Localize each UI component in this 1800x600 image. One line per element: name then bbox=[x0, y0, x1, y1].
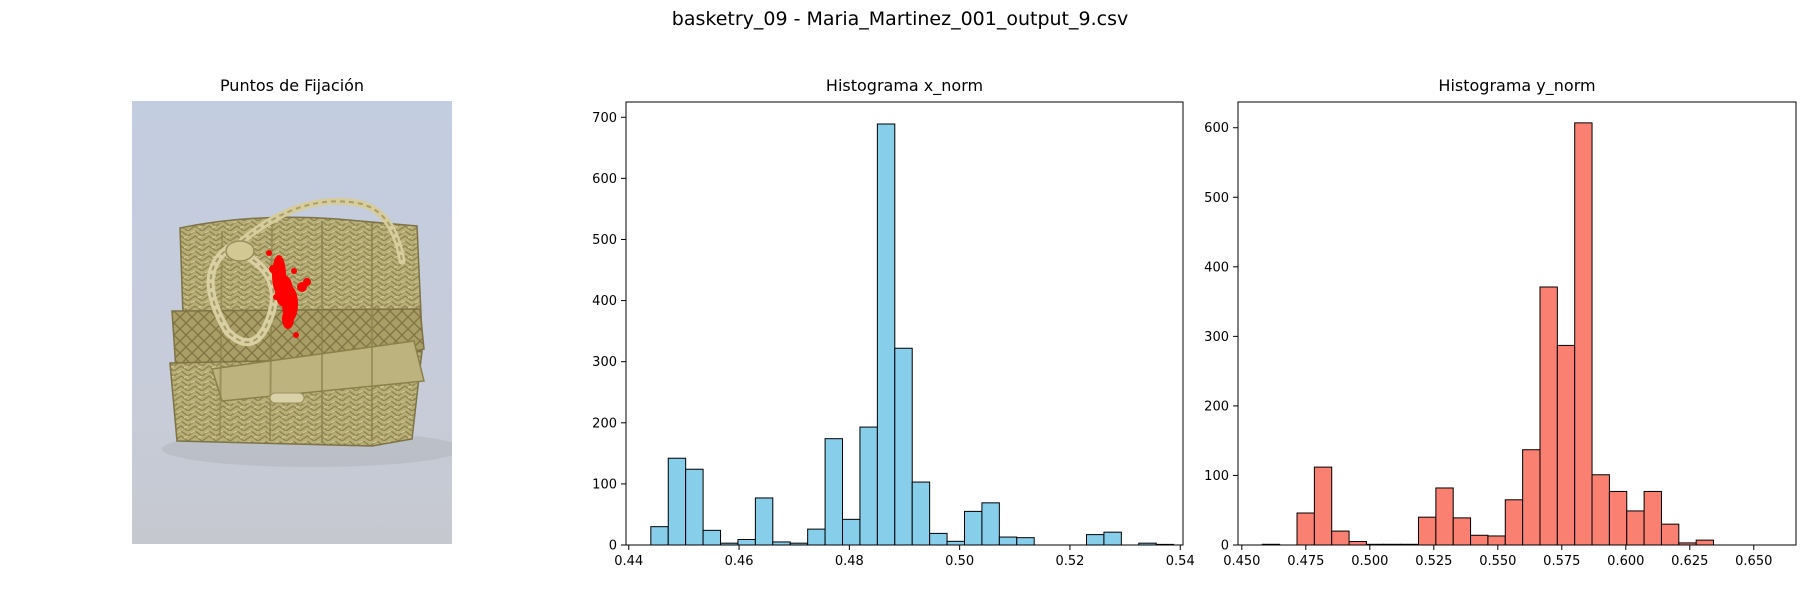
basket-photo bbox=[132, 101, 462, 544]
basket-ridges bbox=[219, 221, 373, 443]
rope-knot bbox=[225, 240, 255, 262]
histogram-bar-y bbox=[1313, 466, 1333, 546]
x-tick-label-x: 0.46 bbox=[725, 554, 754, 569]
y-tick-label-x: 300 bbox=[592, 355, 617, 370]
basket-clasp bbox=[269, 392, 305, 404]
y-tick-label-x: 700 bbox=[592, 111, 617, 126]
histogram-bar-y bbox=[1539, 286, 1558, 546]
histogram-bar-y bbox=[1470, 534, 1489, 546]
rope-loop-shade bbox=[209, 245, 275, 344]
x-tick-label-y: 0.475 bbox=[1287, 554, 1324, 569]
histogram-bar-y bbox=[1556, 344, 1576, 546]
histogram-bar-y bbox=[1296, 512, 1315, 546]
y-tick-label-y: 600 bbox=[1204, 121, 1229, 136]
y-tick-label-y: 100 bbox=[1204, 469, 1229, 484]
histogram-bar-y bbox=[1591, 474, 1610, 546]
histogram-bar-y bbox=[1695, 539, 1715, 546]
x-tick-label-x: 0.52 bbox=[1055, 554, 1084, 569]
histogram-bar-x bbox=[737, 539, 756, 546]
histogram-bar-x bbox=[650, 526, 669, 546]
y-tick-label-y: 500 bbox=[1204, 191, 1229, 206]
y-tick-label-y: 200 bbox=[1204, 399, 1229, 414]
chart-title-y: Histograma y_norm bbox=[1438, 76, 1596, 95]
histogram-bar-x bbox=[754, 497, 774, 546]
histogram-bar-y bbox=[1626, 510, 1645, 546]
histogram-bar-x bbox=[667, 457, 687, 546]
y-tick-label-x: 200 bbox=[592, 416, 617, 431]
histogram-bar-x bbox=[824, 438, 844, 546]
histogram-bar-y bbox=[1487, 535, 1506, 546]
chart-title-x: Histograma x_norm bbox=[825, 76, 984, 95]
histogram-bar-x bbox=[876, 123, 896, 546]
fixation-points bbox=[266, 250, 311, 338]
histogram-bar-y bbox=[1643, 490, 1662, 546]
y-tick-label-x: 100 bbox=[592, 477, 617, 492]
x-tick-label-y: 0.575 bbox=[1543, 554, 1580, 569]
histogram-bar-x bbox=[702, 529, 722, 546]
histogram-bar-y bbox=[1418, 516, 1437, 546]
histogram-bar-x bbox=[911, 481, 931, 546]
histogram-bar-x bbox=[859, 426, 878, 546]
histogram-bar-x bbox=[964, 510, 983, 546]
histogram-bar-x bbox=[1085, 534, 1105, 546]
histogram-bar-y bbox=[1574, 122, 1593, 546]
histogram-bar-y bbox=[1348, 541, 1367, 546]
histogram-bar-y bbox=[1660, 523, 1680, 546]
y-tick-label-x: 400 bbox=[592, 294, 617, 309]
image-panel-title: Puntos de Fijación bbox=[219, 76, 365, 95]
y-tick-label-y: 0 bbox=[1221, 539, 1229, 554]
y-tick-label-x: 0 bbox=[609, 539, 617, 554]
y-tick-label-y: 300 bbox=[1204, 330, 1229, 345]
figure-title: basketry_09 - Maria_Martinez_001_output_… bbox=[671, 8, 1129, 30]
histogram-bar-x bbox=[946, 540, 966, 546]
x-tick-label-x: 0.50 bbox=[945, 554, 974, 569]
histogram-bar-x bbox=[1016, 537, 1035, 546]
x-tick-label-y: 0.500 bbox=[1351, 554, 1388, 569]
x-tick-label-y: 0.600 bbox=[1607, 554, 1644, 569]
histogram-bar-y bbox=[1608, 490, 1628, 546]
histogram-bar-y bbox=[1522, 449, 1541, 546]
histogram-bar-x bbox=[894, 347, 913, 546]
axes-frame-x bbox=[625, 101, 1184, 546]
axes-frame-y bbox=[1237, 101, 1797, 546]
histogram-bar-x bbox=[998, 536, 1018, 546]
histogram-bar-y bbox=[1504, 499, 1524, 546]
rope-handle-shade bbox=[241, 200, 403, 262]
histogram-bar-x bbox=[842, 518, 861, 546]
y-tick-label-y: 400 bbox=[1204, 260, 1229, 275]
y-tick-label-x: 600 bbox=[592, 172, 617, 187]
x-tick-label-y: 0.525 bbox=[1415, 554, 1452, 569]
y-tick-label-x: 500 bbox=[592, 233, 617, 248]
x-tick-label-y: 0.450 bbox=[1223, 554, 1260, 569]
x-tick-label-y: 0.650 bbox=[1735, 554, 1772, 569]
histogram-bar-x bbox=[1103, 531, 1122, 546]
histogram-bar-x bbox=[685, 468, 704, 546]
histogram-bar-x bbox=[807, 528, 826, 546]
x-tick-label-x: 0.54 bbox=[1166, 554, 1195, 569]
x-tick-label-x: 0.44 bbox=[614, 554, 643, 569]
histogram-bar-y bbox=[1331, 530, 1350, 546]
histogram-bar-x bbox=[929, 532, 948, 546]
histogram-bar-y bbox=[1435, 487, 1454, 546]
x-tick-label-y: 0.625 bbox=[1671, 554, 1708, 569]
basket-photo-svg bbox=[132, 101, 462, 544]
x-tick-label-x: 0.48 bbox=[835, 554, 864, 569]
histogram-bar-x bbox=[981, 502, 1000, 546]
x-tick-label-y: 0.550 bbox=[1479, 554, 1516, 569]
histogram-bar-y bbox=[1452, 517, 1472, 546]
